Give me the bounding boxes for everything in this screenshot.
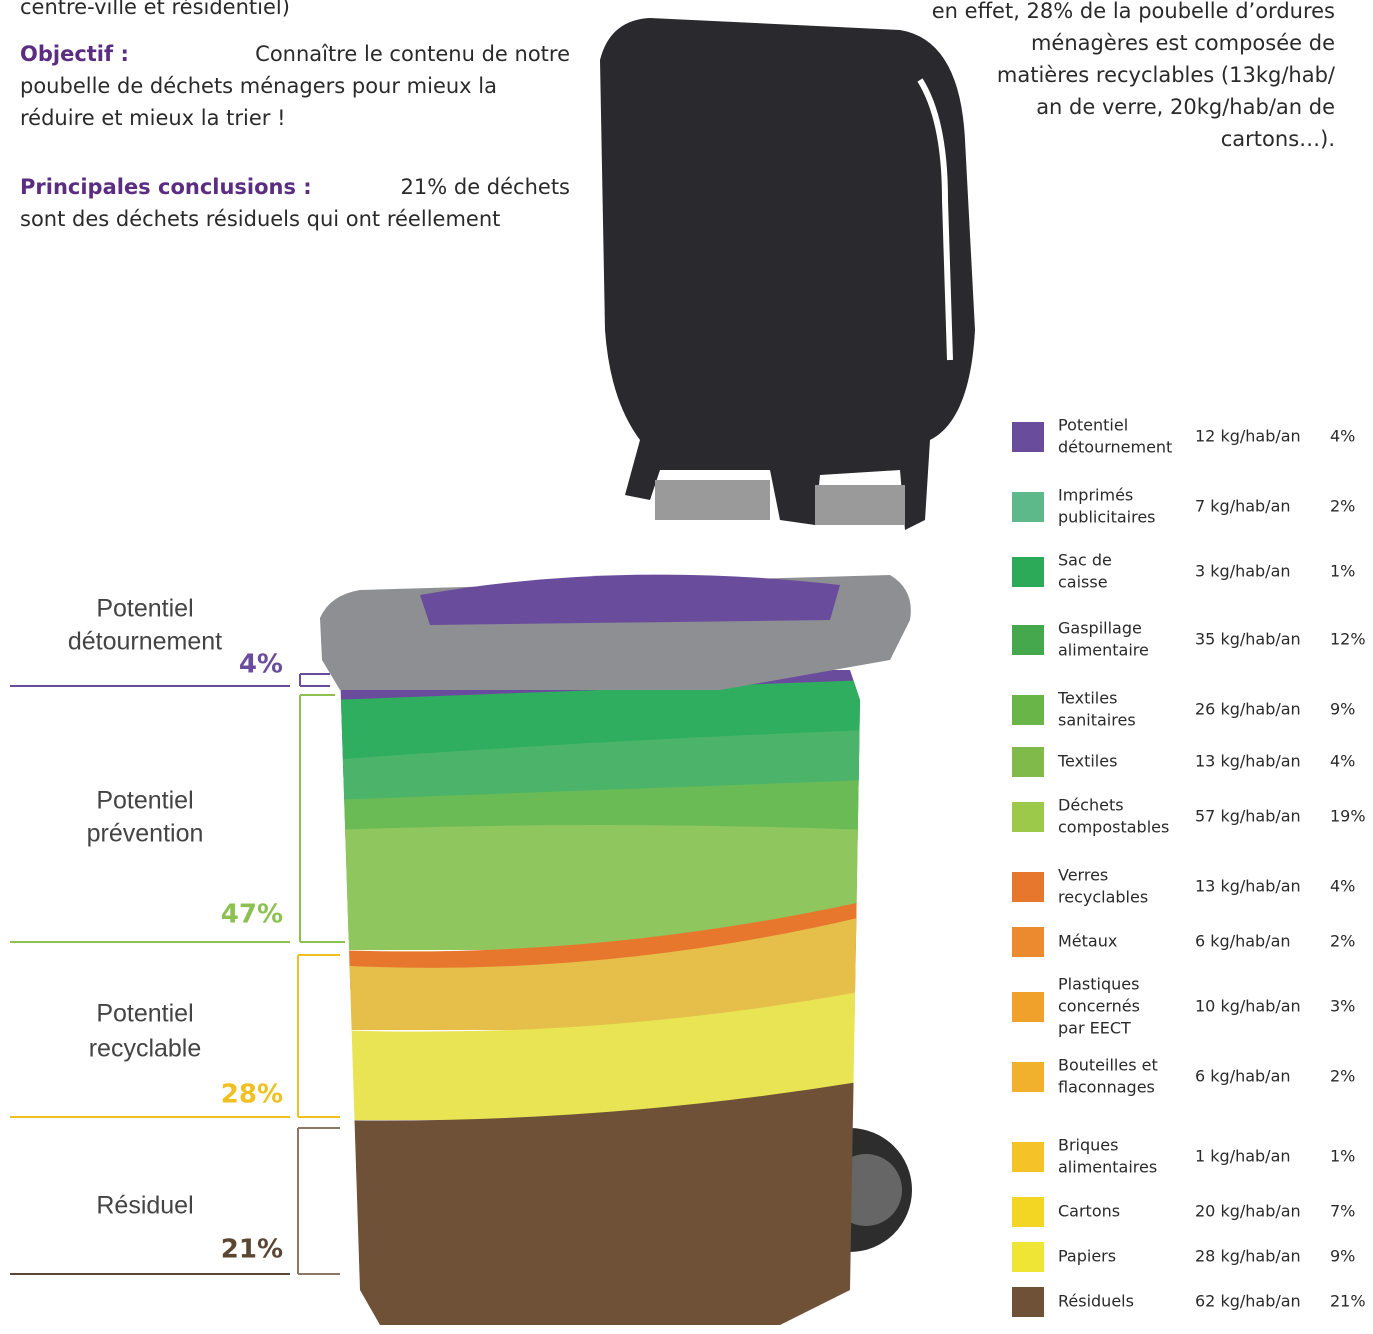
legend-amount: 57 kg/hab/an [1195, 807, 1301, 826]
legend-swatch [1012, 422, 1044, 452]
legend-percent: 4% [1330, 752, 1355, 771]
legend-name: Résiduels [1058, 1292, 1134, 1311]
legend-name: Bouteilles et [1058, 1056, 1158, 1075]
legend-name: Cartons [1058, 1202, 1120, 1221]
legend-name: recyclables [1058, 888, 1148, 907]
legend-name: compostables [1058, 818, 1169, 837]
legend-percent: 7% [1330, 1202, 1355, 1221]
legend-name: caisse [1058, 573, 1108, 592]
legend-percent: 21% [1330, 1292, 1366, 1311]
legend-percent: 2% [1330, 932, 1355, 951]
legend-percent: 12% [1330, 630, 1366, 649]
right-text: matières recyclables (13kg/hab/ [997, 63, 1336, 87]
group-percent: 4% [239, 650, 283, 680]
group-percent: 47% [221, 900, 283, 930]
legend-percent: 3% [1330, 997, 1355, 1016]
group-percent: 28% [221, 1080, 283, 1110]
legend-name: alimentaire [1058, 641, 1149, 660]
legend-name: Déchets [1058, 796, 1124, 815]
conclusions-text: sont des déchets résiduels qui ont réell… [20, 207, 500, 231]
right-text: en effet, 28% de la poubelle d’ordures [932, 0, 1335, 23]
legend-name: Plastiques [1058, 975, 1139, 994]
legend-amount: 20 kg/hab/an [1195, 1202, 1301, 1221]
intro-text: centre-ville et résidentiel) [20, 0, 290, 19]
legend-name: Imprimés [1058, 486, 1133, 505]
legend-amount: 6 kg/hab/an [1195, 1067, 1291, 1086]
group-label: Potentiel [96, 1000, 193, 1028]
conclusions-label: Principales conclusions : [20, 175, 312, 199]
right-text: an de verre, 20kg/hab/an de [1036, 95, 1335, 119]
legend-amount: 12 kg/hab/an [1195, 427, 1301, 446]
legend-amount: 26 kg/hab/an [1195, 700, 1301, 719]
legend-swatch [1012, 625, 1044, 655]
legend-amount: 1 kg/hab/an [1195, 1147, 1291, 1166]
legend-swatch [1012, 492, 1044, 522]
legend-swatch [1012, 1197, 1044, 1227]
group-label: prévention [87, 820, 204, 848]
legend-percent: 2% [1330, 1067, 1355, 1086]
objectif-label: Objectif : [20, 42, 129, 66]
legend-swatch [1012, 1062, 1044, 1092]
right-text: ménagères est composée de [1031, 31, 1335, 55]
legend-swatch [1012, 927, 1044, 957]
legend-name: Gaspillage [1058, 619, 1142, 638]
objectif-text: Connaître le contenu de notre [255, 42, 570, 66]
group-percent: 21% [221, 1235, 283, 1265]
legend-name: Textiles [1057, 752, 1117, 771]
legend-name: Textiles [1057, 689, 1117, 708]
legend-name: détournement [1058, 438, 1172, 457]
legend-amount: 6 kg/hab/an [1195, 932, 1291, 951]
legend-amount: 35 kg/hab/an [1195, 630, 1301, 649]
legend-amount: 13 kg/hab/an [1195, 752, 1301, 771]
legend-swatch [1012, 695, 1044, 725]
legend-name: Potentiel [1058, 416, 1128, 435]
legend-swatch [1012, 747, 1044, 777]
legend-swatch [1012, 872, 1044, 902]
legend-swatch [1012, 992, 1044, 1022]
legend-name: Sac de [1058, 551, 1112, 570]
legend-name: flaconnages [1058, 1078, 1155, 1097]
legend-percent: 1% [1330, 1147, 1355, 1166]
right-text: cartons…). [1221, 127, 1335, 151]
legend-swatch [1012, 802, 1044, 832]
legend-amount: 7 kg/hab/an [1195, 497, 1291, 516]
brackets [298, 674, 345, 1274]
legend-amount: 62 kg/hab/an [1195, 1292, 1301, 1311]
legend-percent: 19% [1330, 807, 1366, 826]
legend-name: par EECT [1058, 1019, 1131, 1038]
legend-swatch [1012, 557, 1044, 587]
group-label: recyclable [89, 1035, 202, 1063]
legend-percent: 9% [1330, 1247, 1355, 1266]
group-label: Résiduel [96, 1192, 193, 1220]
legend-percent: 9% [1330, 700, 1355, 719]
legend-amount: 10 kg/hab/an [1195, 997, 1301, 1016]
legend-swatch [1012, 1142, 1044, 1172]
legend-percent: 4% [1330, 427, 1355, 446]
objectif-text: poubelle de déchets ménagers pour mieux … [20, 74, 497, 98]
legend-percent: 4% [1330, 877, 1355, 896]
legend-swatch [1012, 1242, 1044, 1272]
legend-name: alimentaires [1058, 1158, 1157, 1177]
conclusions-text: 21% de déchets [401, 175, 570, 199]
legend-name: publicitaires [1058, 508, 1156, 527]
group-label: Potentiel [96, 595, 193, 623]
group-label: détournement [68, 628, 222, 656]
legend-name: Papiers [1058, 1247, 1116, 1266]
group-label: Potentiel [96, 787, 193, 815]
legend-name: concernés [1058, 997, 1140, 1016]
legend-amount: 3 kg/hab/an [1195, 562, 1291, 581]
objectif-text: réduire et mieux la trier ! [20, 106, 286, 130]
legend-swatch [1012, 1287, 1044, 1317]
legend-percent: 1% [1330, 562, 1355, 581]
legend-percent: 2% [1330, 497, 1355, 516]
legend-name: sanitaires [1058, 711, 1136, 730]
legend-amount: 28 kg/hab/an [1195, 1247, 1301, 1266]
legend-amount: 13 kg/hab/an [1195, 877, 1301, 896]
infographic: centre-ville et résidentiel) Objectif : Co… [0, 0, 1373, 1334]
legend-name: Verres [1058, 866, 1108, 885]
legend-name: Briques [1058, 1136, 1118, 1155]
legend-name: Métaux [1058, 932, 1117, 951]
